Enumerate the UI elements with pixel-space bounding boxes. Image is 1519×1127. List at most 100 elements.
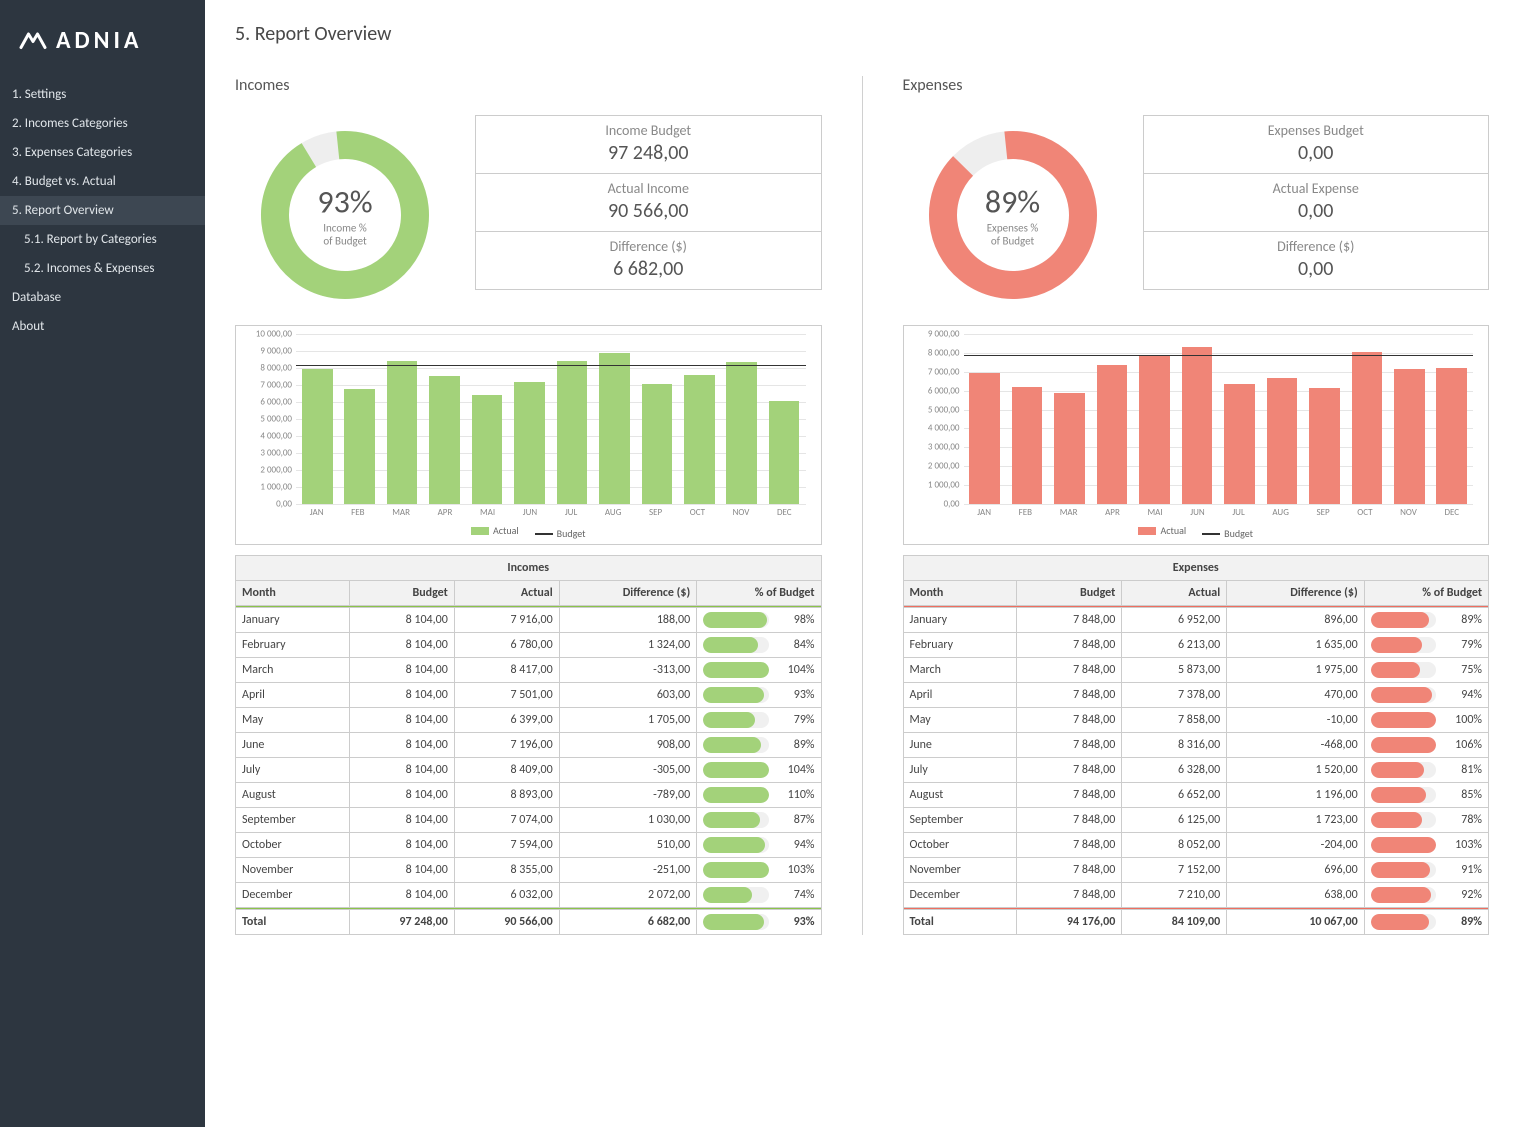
chart-bar [969,373,1000,504]
cell-month: July [236,758,350,783]
sidebar-item[interactable]: 5. Report Overview [0,196,205,225]
sidebar-item[interactable]: 4. Budget vs. Actual [0,167,205,196]
y-axis-label: 9 000,00 [260,346,292,357]
cell-pct: 89% [1364,910,1488,935]
x-axis-label: AUG [605,507,622,518]
cell-pct: 94% [1364,683,1488,708]
table-row: November8 104,008 355,00-251,00103% [236,858,822,883]
cell-diff: -468,00 [1227,733,1365,758]
cell-month: October [236,833,350,858]
y-axis-label: 8 000,00 [260,363,292,374]
cell-actual: 90 566,00 [454,910,559,935]
cell-actual: 7 210,00 [1122,883,1227,908]
x-axis-label: MAI [1147,507,1162,518]
x-axis-label: JUL [1232,507,1244,518]
cell-pct: 84% [697,633,821,658]
cell-actual: 7 916,00 [454,608,559,633]
cell-diff: 1 723,00 [1227,808,1365,833]
chart-bar [1224,384,1255,504]
chart-bar [1352,352,1383,504]
nav-list: 1. Settings2. Incomes Categories3. Expen… [0,80,205,341]
x-axis-label: JUN [523,507,537,518]
cell-actual: 6 213,00 [1122,633,1227,658]
donut-label: Expenses %of Budget [985,221,1040,247]
cell-month: January [903,608,1017,633]
cell-diff: -313,00 [559,658,697,683]
cell-budget: 8 104,00 [349,658,454,683]
cell-actual: 8 052,00 [1122,833,1227,858]
table-row: October7 848,008 052,00-204,00103% [903,833,1489,858]
chart-bar [1436,368,1467,504]
table-row: March7 848,005 873,001 975,0075% [903,658,1489,683]
x-axis-label: JAN [310,507,324,518]
cell-month: February [236,633,350,658]
x-axis-label: OCT [690,507,705,518]
chart-bar [684,375,715,504]
cell-budget: 8 104,00 [349,783,454,808]
donut-chart: 89%Expenses %of Budget [903,115,1123,315]
cell-budget: 7 848,00 [1017,883,1122,908]
stat-box: Difference ($)6 682,00 [475,231,822,290]
table-header: Difference ($) [1227,581,1365,606]
chart-bar [302,369,333,504]
donut-pct: 93% [317,182,372,221]
cell-pct: 92% [1364,883,1488,908]
sidebar-item[interactable]: 1. Settings [0,80,205,109]
stat-label: Difference ($) [1154,238,1479,255]
cell-diff: 908,00 [559,733,697,758]
table-header: % of Budget [697,581,821,606]
panel-expense: Expenses89%Expenses %of BudgetExpenses B… [903,76,1490,935]
panel-income: Incomes93%Income %of BudgetIncome Budget… [235,76,822,935]
cell-budget: 8 104,00 [349,733,454,758]
chart-bar [1139,356,1170,504]
cell-month: April [903,683,1017,708]
cell-actual: 84 109,00 [1122,910,1227,935]
table-row: November7 848,007 152,00696,0091% [903,858,1489,883]
sidebar-item[interactable]: 3. Expenses Categories [0,138,205,167]
cell-actual: 8 409,00 [454,758,559,783]
table-row: May7 848,007 858,00-10,00100% [903,708,1489,733]
panel-divider [862,76,863,935]
sidebar-item[interactable]: 5.1. Report by Categories [0,225,205,254]
table-row: June8 104,007 196,00908,0089% [236,733,822,758]
stat-value: 0,00 [1154,257,1479,281]
x-axis-label: APR [1105,507,1120,518]
sidebar-item[interactable]: 2. Incomes Categories [0,109,205,138]
cell-month: November [903,858,1017,883]
cell-budget: 8 104,00 [349,858,454,883]
y-axis-label: 8 000,00 [928,347,960,358]
y-axis-label: 0,00 [276,499,292,510]
table-row: January8 104,007 916,00188,0098% [236,608,822,633]
table-row: September8 104,007 074,001 030,0087% [236,808,822,833]
table-row: April8 104,007 501,00603,0093% [236,683,822,708]
chart-bar [1309,388,1340,504]
cell-month: March [903,658,1017,683]
x-axis-label: APR [438,507,453,518]
cell-diff: 510,00 [559,833,697,858]
y-axis-label: 3 000,00 [260,448,292,459]
cell-month: December [903,883,1017,908]
x-axis-label: NOV [733,507,750,518]
cell-actual: 6 952,00 [1122,608,1227,633]
table-row: August7 848,006 652,001 196,0085% [903,783,1489,808]
x-axis-label: NOV [1400,507,1417,518]
table-header: Difference ($) [559,581,697,606]
stat-label: Income Budget [486,122,811,139]
cell-month: September [903,808,1017,833]
chart-bar [429,376,460,504]
cell-actual: 6 328,00 [1122,758,1227,783]
cell-pct: 104% [697,758,821,783]
chart-bar [726,362,757,504]
table-row: February8 104,006 780,001 324,0084% [236,633,822,658]
summary-row: 89%Expenses %of BudgetExpenses Budget0,0… [903,115,1490,315]
chart-bar [1267,378,1298,504]
bar-chart: 0,001 000,002 000,003 000,004 000,005 00… [235,325,822,545]
sidebar-item[interactable]: About [0,312,205,341]
cell-diff: 1 635,00 [1227,633,1365,658]
y-axis-label: 1 000,00 [928,480,960,491]
cell-pct: 89% [1364,608,1488,633]
y-axis-label: 6 000,00 [928,385,960,396]
sidebar-item[interactable]: Database [0,283,205,312]
sidebar-item[interactable]: 5.2. Incomes & Expenses [0,254,205,283]
cell-actual: 6 125,00 [1122,808,1227,833]
